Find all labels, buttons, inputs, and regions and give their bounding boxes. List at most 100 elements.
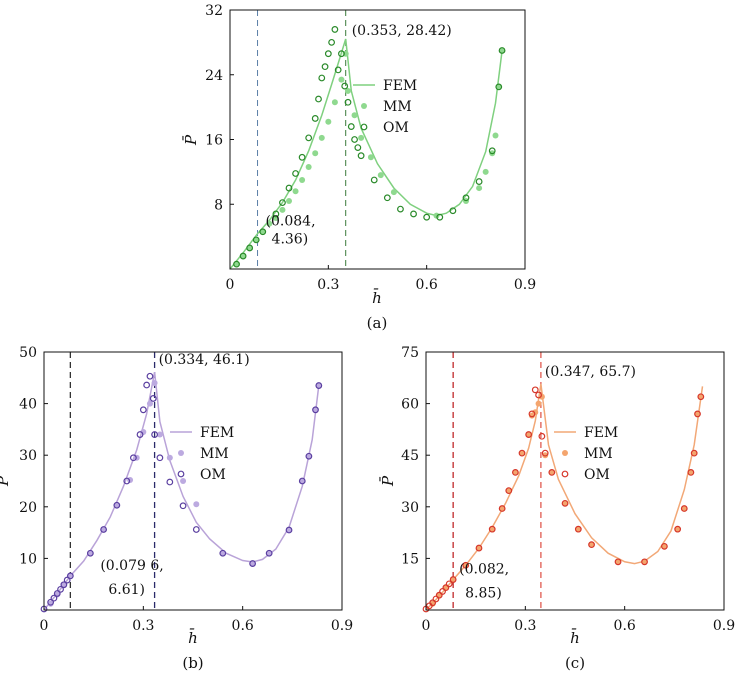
panel-c-mm-point	[697, 393, 704, 400]
panel-a-om-point	[354, 144, 362, 151]
panel-b-x-axis-label: h̄	[188, 629, 198, 647]
panel-a-om-point	[351, 136, 358, 143]
panel-b-om-point	[66, 572, 74, 580]
panel-a-mm-point	[358, 134, 365, 141]
panel-b: 0 0.3 0.6 0.9 10 20 30 40 50 h̄ P̄ (b) FEM MM OM (…	[0, 345, 353, 672]
panel-b-om-point	[47, 598, 55, 606]
panel-c-mm-point	[505, 487, 512, 494]
panel-c-mm-point	[519, 450, 526, 457]
panel-c-om-point	[574, 525, 582, 533]
panel-a-om-point	[436, 213, 444, 221]
panel-a-x-tick-label: 0.9	[514, 277, 536, 293]
panel-a-mm-point	[367, 154, 374, 161]
panel-c-mm-point	[450, 576, 457, 583]
panel-a-om-point	[397, 205, 404, 213]
panel-b-mm-point	[146, 400, 153, 407]
panel-b-marks	[40, 352, 323, 613]
panel-a-mm-point	[345, 87, 351, 94]
panel-b-annotation: (0.334, 46.1)	[159, 352, 250, 368]
panel-c-om-point	[528, 410, 536, 418]
panel-b-legend: FEM MM OM	[170, 425, 234, 483]
panel-b-mm-point	[249, 560, 256, 567]
panel-a-mm-point	[495, 83, 502, 90]
panel-c-om-point	[462, 561, 470, 569]
panel-a-marks	[229, 10, 506, 270]
panel-c-annotation: (0.082,	[459, 562, 509, 578]
panel-c-y-tick-label: 75	[401, 345, 419, 361]
panel-b-mm-point	[151, 379, 158, 386]
panel-a-om-point	[462, 194, 470, 202]
panel-b-mm-point	[286, 527, 293, 534]
panel-a-y-tick-label: 8	[214, 197, 223, 213]
panel-b-om-point	[192, 526, 200, 533]
panel-a-mm-point	[482, 168, 489, 175]
panel-c-mm-point	[542, 452, 549, 459]
panel-c-marks	[422, 352, 705, 613]
panel-a-frame	[229, 9, 526, 270]
panel-c-x-tick-label: 0.9	[713, 618, 735, 634]
panel-a-x-tick-label: 0.3	[317, 277, 339, 293]
panel-a-om-point	[488, 147, 496, 155]
panel-c-mm-point	[499, 505, 506, 512]
panel-b-mm-point	[219, 550, 226, 557]
panel-c-y-tick-label: 30	[401, 500, 419, 516]
panel-b-mm-point	[87, 550, 94, 557]
panel-c-frame	[425, 351, 725, 611]
panel-b-mm-point	[305, 453, 312, 460]
panel-b-mm-point	[140, 428, 147, 435]
panel-c-om-point	[442, 584, 450, 592]
panel-b-om-point	[265, 549, 273, 557]
panel-a-om-point	[318, 74, 326, 82]
panel-b-om-point	[129, 454, 137, 462]
panel-b-fem-line	[43, 371, 320, 611]
panel-c-om-point	[488, 525, 496, 533]
panel-b-mm-point	[315, 382, 322, 389]
panel-c-x-tick-label: 0.3	[514, 618, 536, 634]
panel-c-annotation: 8.85)	[465, 586, 502, 602]
panel-c-mm-point	[641, 558, 648, 565]
panel-a-fem-line	[229, 38, 503, 270]
panel-a-mm-point	[259, 228, 266, 235]
panel-a-legend-om-swatch	[360, 123, 368, 131]
panel-b-om-point	[312, 406, 319, 414]
panel-a-legend-label: MM	[383, 99, 412, 115]
panel-a-mm-point	[233, 261, 240, 268]
panel-c-om-point	[588, 541, 595, 549]
panel-c-legend-mm-swatch	[562, 450, 568, 456]
panel-a-mm-point	[279, 206, 286, 213]
panel-a-om-point	[338, 50, 345, 58]
panel-b-y-tick-label: 50	[19, 345, 37, 361]
panel-c-om-point	[641, 558, 648, 566]
panel-a-y-axis-label: P̄	[182, 134, 200, 146]
panel-a-om-point	[305, 134, 313, 142]
panel-c-om-point	[432, 595, 440, 603]
panel-b-om-point	[136, 431, 144, 438]
panel-b-mm-point	[266, 550, 273, 557]
panel-a-annotation: (0.084,	[266, 214, 316, 230]
panel-b-y-tick-label: 20	[19, 500, 37, 516]
panel-a-om-point	[324, 50, 332, 58]
panel-c-x-tick-label: 0	[422, 618, 431, 634]
panel-c-mm-point	[538, 393, 545, 400]
panel-b-frame	[43, 351, 343, 611]
panel-c-om-point	[694, 410, 701, 418]
panel-c-mm-point	[588, 541, 595, 548]
panel-c-y-axis-label: P̄	[379, 475, 397, 487]
panel-a-mm-point	[246, 244, 253, 251]
panel-b-legend-mm-swatch	[178, 450, 184, 456]
panel-a-x-tick-label: 0.6	[416, 277, 438, 293]
panel-a-om-point	[334, 66, 342, 74]
panel-c-om-point	[439, 588, 446, 595]
panel-c-mm-point	[475, 545, 482, 552]
panel-a-mm-point	[318, 134, 325, 141]
panel-c-om-point	[661, 542, 668, 550]
panel-b-om-point	[50, 594, 58, 602]
panel-a-mm-point	[286, 198, 292, 205]
panel-a-legend-label: FEM	[383, 78, 417, 94]
panel-a-mm-point	[292, 188, 299, 195]
panel-c-om-point	[435, 591, 443, 599]
panel-a-om-point	[272, 210, 280, 218]
panel-b-om-point	[143, 381, 151, 389]
panel-a-caption: (a)	[367, 314, 388, 332]
